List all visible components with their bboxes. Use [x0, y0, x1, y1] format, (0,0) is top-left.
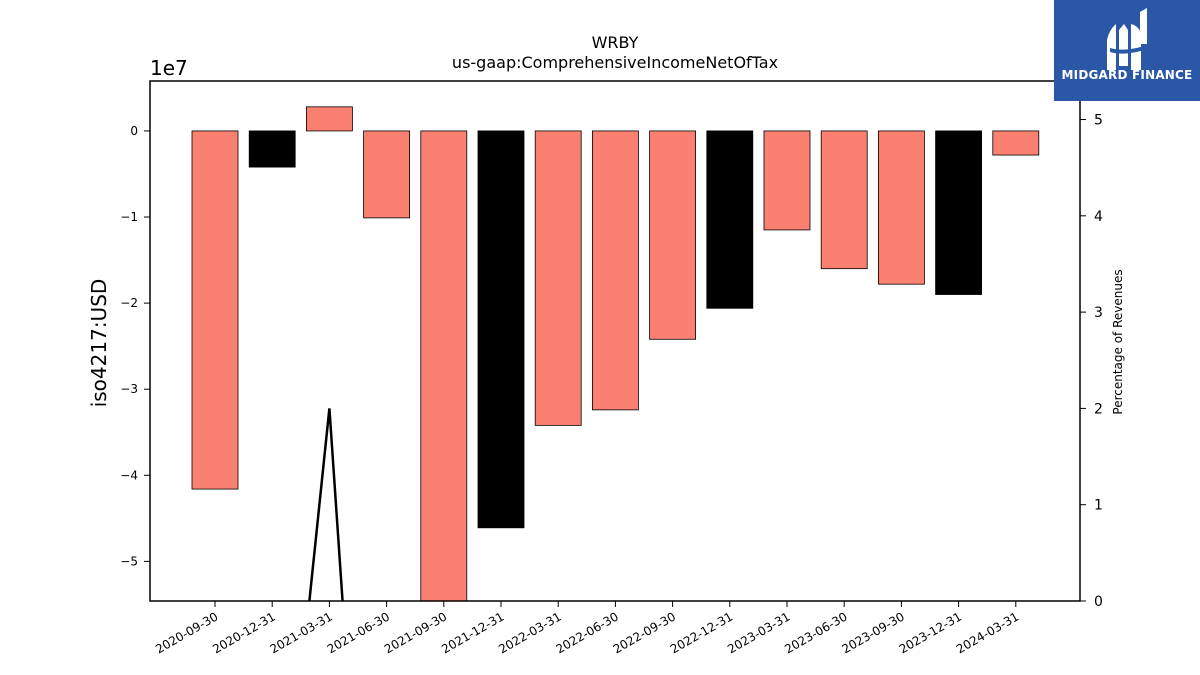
bar-2022-06-30 — [592, 130, 639, 411]
y2-tick-label: 4 — [1094, 209, 1103, 225]
y2-ticks-group: 0 1 2 3 4 5 — [1080, 113, 1103, 610]
bar-2023-09-30 — [878, 130, 925, 285]
y-axis-label: iso4217:USD — [87, 279, 111, 408]
logo-text: MIDGARD FINANCE — [1061, 68, 1193, 82]
y-tick-label: −1 — [120, 210, 138, 224]
y2-tick-label: 3 — [1094, 305, 1103, 321]
x-tick-label: 2021-09-30 — [382, 609, 449, 656]
line-series-group — [308, 408, 344, 602]
bar-2021-03-31 — [305, 106, 353, 132]
y-tick-label: −2 — [120, 296, 138, 310]
x-ticks-group: 2020-09-302020-12-312021-03-312021-06-30… — [153, 601, 1021, 656]
y2-tick-label: 1 — [1094, 498, 1103, 514]
bar-2023-12-31 — [935, 130, 982, 295]
bar-2020-09-30 — [191, 130, 239, 490]
x-tick-label: 2021-06-30 — [325, 609, 392, 656]
y2-tick-label: 2 — [1094, 401, 1103, 417]
x-tick-label: 2020-12-31 — [210, 609, 277, 656]
x-tick-label: 2022-03-31 — [496, 609, 563, 656]
x-tick-label: 2020-09-30 — [153, 609, 220, 656]
x-tick-label: 2022-12-31 — [668, 609, 735, 656]
percentage-line — [308, 408, 344, 602]
x-tick-label: 2023-09-30 — [839, 609, 906, 656]
bar-2023-06-30 — [820, 130, 868, 270]
midgard-finance-logo: MIDGARD FINANCE — [1054, 0, 1200, 101]
logo-mark-icon — [1107, 8, 1147, 70]
bar-2023-03-31 — [763, 130, 811, 231]
bar-2022-03-31 — [534, 130, 582, 426]
x-tick-label: 2022-06-30 — [553, 609, 620, 656]
y2-tick-label: 0 — [1094, 594, 1103, 610]
y-offset-label: 1e7 — [150, 56, 188, 80]
y-ticks-group: 0 −1 −2 −3 −4 −5 — [120, 124, 150, 568]
x-tick-label: 2021-03-31 — [267, 609, 334, 656]
x-tick-label: 2022-09-30 — [611, 609, 678, 656]
y2-axis-label: Percentage of Revenues — [1111, 269, 1125, 414]
bar-2022-09-30 — [649, 130, 696, 340]
bars-group — [191, 106, 1040, 602]
y-tick-label: 0 — [130, 124, 138, 138]
x-tick-label: 2023-06-30 — [782, 609, 849, 656]
chart-subtitle: us-gaap:ComprehensiveIncomeNetOfTax — [452, 53, 778, 72]
x-tick-label: 2023-03-31 — [725, 609, 792, 656]
bar-2021-12-31 — [477, 130, 525, 529]
y-tick-label: −3 — [120, 382, 138, 396]
y2-tick-label: 5 — [1094, 113, 1103, 129]
y-tick-label: −4 — [120, 468, 138, 482]
bar-2024-03-31 — [992, 130, 1040, 156]
x-tick-label: 2021-12-31 — [439, 609, 506, 656]
x-tick-label: 2023-12-31 — [897, 609, 964, 656]
y-tick-label: −5 — [120, 554, 138, 568]
bar-2021-06-30 — [363, 130, 411, 219]
bar-2022-12-31 — [706, 130, 754, 309]
bar-2020-12-31 — [248, 130, 296, 168]
x-tick-label: 2024-03-31 — [954, 609, 1021, 656]
chart-title: WRBY — [592, 33, 639, 52]
bar-2021-09-30 — [420, 130, 468, 602]
